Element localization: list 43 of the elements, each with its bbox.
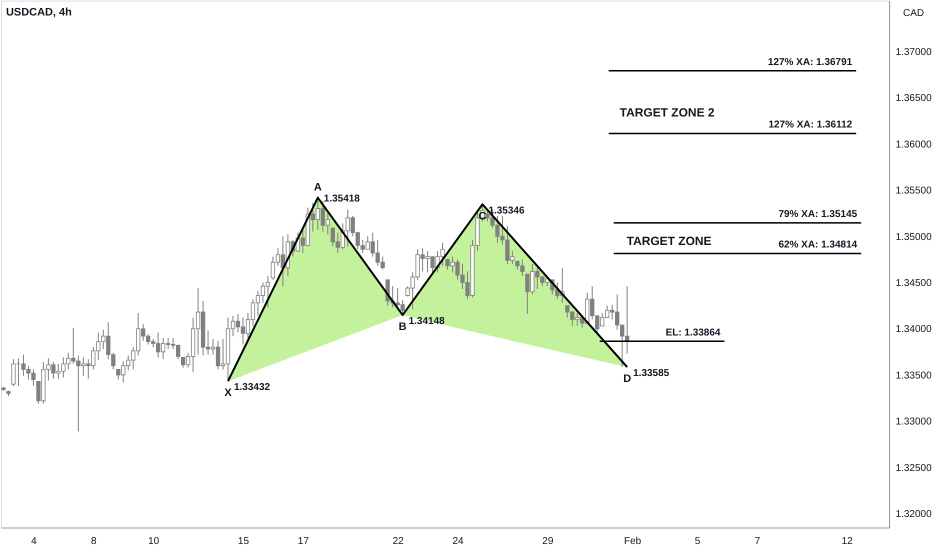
x-tick-label: 4 — [31, 536, 38, 547]
ref-line-label: 62% XA: 1.34814 — [778, 239, 858, 250]
y-tick-label: 1.33000 — [896, 416, 932, 428]
x-tick-label: 8 — [91, 536, 98, 547]
x-tick-label: 10 — [148, 536, 160, 547]
data-label: 1.33585 — [633, 368, 670, 380]
y-tick-label: 1.32000 — [896, 509, 932, 520]
x-tick-label: 29 — [542, 536, 554, 547]
data-label: 1.35346 — [488, 205, 525, 216]
ref-line-label: 127% XA: 1.36791 — [768, 56, 853, 68]
y-tick-label: 1.35500 — [896, 186, 932, 197]
y-tick-label: 1.34000 — [896, 324, 932, 336]
data-label: 1.33432 — [234, 382, 270, 394]
y-tick-label: 1.32500 — [896, 462, 932, 474]
x-tick-label: Feb — [624, 536, 642, 547]
x-tick-label: 22 — [392, 536, 404, 547]
x-tick-label: 7 — [754, 536, 761, 547]
annotation: D — [623, 373, 632, 386]
ref-line-label: 79% XA: 1.35145 — [778, 208, 858, 220]
y-tick-label: 1.33500 — [896, 370, 932, 382]
y-tick-label: 1.34500 — [896, 278, 932, 289]
y-tick-label: 1.37000 — [896, 46, 932, 58]
annotation: TARGET ZONE — [626, 234, 712, 248]
y-tick-label: 1.35000 — [896, 232, 932, 243]
data-label: 1.34148 — [408, 316, 446, 328]
annotation: X — [224, 387, 232, 400]
ref-line-label: 127% XA: 1.36112 — [768, 120, 853, 131]
text: USDCAD, 4h — [6, 6, 72, 19]
x-tick-label: 5 — [694, 536, 701, 547]
x-tick-label: 12 — [842, 536, 854, 547]
annotation: TARGET ZONE 2 — [620, 105, 715, 120]
x-tick-label: 17 — [298, 536, 310, 547]
data-label: 1.35418 — [324, 194, 360, 205]
annotation: A — [314, 182, 322, 194]
y-tick-label: 1.36000 — [896, 139, 932, 150]
y-axis-title: CAD — [903, 8, 924, 20]
x-tick-label: 24 — [452, 536, 464, 547]
ref-line-label: EL: 1.33864 — [666, 327, 721, 338]
annotation: B — [398, 321, 407, 334]
x-tick-label: 15 — [238, 536, 250, 547]
annotation: C — [478, 210, 487, 222]
candlestick — [11, 358, 16, 387]
y-tick-label: 1.36500 — [896, 93, 932, 104]
